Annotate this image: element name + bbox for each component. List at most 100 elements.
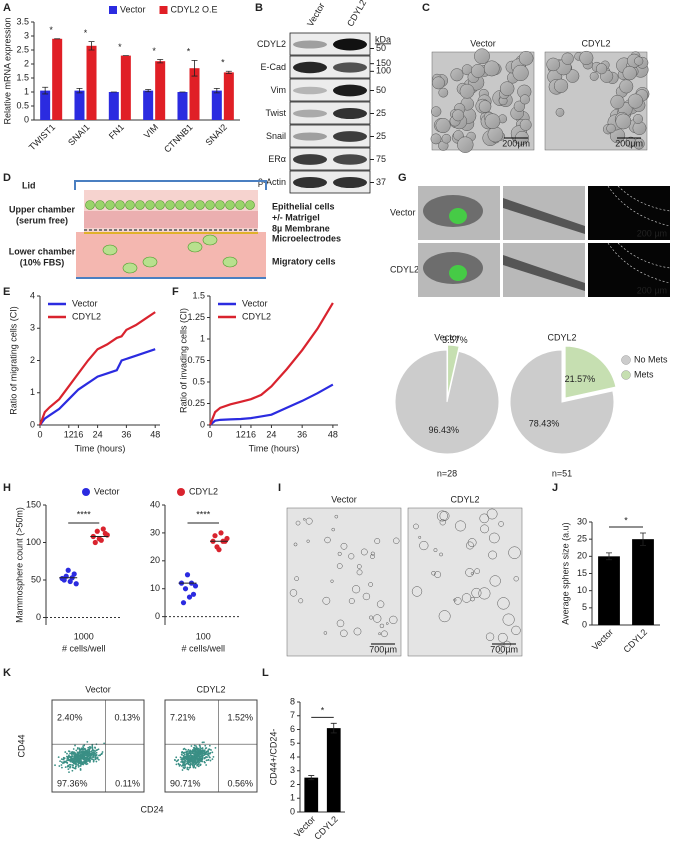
event-dot: [83, 753, 85, 755]
event-dot: [186, 766, 189, 769]
texture: [484, 113, 501, 130]
y-tick-label: 0.25: [187, 398, 205, 408]
fish-image: [588, 186, 670, 240]
event-dot: [199, 764, 202, 767]
error-bar: [88, 41, 95, 51]
event-dot: [84, 748, 87, 751]
event-dot: [82, 756, 85, 759]
outline: [607, 185, 671, 227]
pie-title: Vector: [434, 332, 460, 342]
x-tick-label: 12: [64, 429, 74, 439]
band: [333, 84, 367, 97]
tumor: [449, 265, 467, 281]
event-dot: [72, 759, 75, 762]
y-tick-label: 2: [24, 58, 29, 68]
event-dot: [90, 756, 92, 759]
quadrant-label: 2.40%: [57, 712, 83, 722]
event-dot: [91, 758, 93, 761]
y-axis-label: Average sphers size (a.u): [560, 522, 570, 624]
event-dot: [201, 756, 204, 759]
texture: [486, 508, 498, 520]
epithelial-cell: [225, 200, 235, 210]
texture: [519, 118, 532, 131]
event-dot: [173, 759, 176, 761]
texture: [546, 57, 560, 72]
image-label: CDYL2: [450, 494, 479, 504]
event-dot: [86, 740, 89, 743]
event-dot: [201, 741, 204, 744]
event-dot: [88, 759, 90, 762]
event-dot: [85, 759, 88, 762]
image-label: Vector: [331, 494, 357, 504]
event-dot: [79, 768, 82, 770]
event-dot: [186, 756, 188, 759]
event-dot: [201, 754, 203, 757]
event-dot: [68, 771, 70, 774]
epithelial-cell: [185, 200, 195, 210]
event-dot: [74, 752, 76, 755]
plot-frame: [164, 699, 258, 793]
event-dot: [184, 748, 187, 751]
band: [333, 107, 367, 120]
x-tick-label: 1000: [74, 631, 94, 641]
event-dot: [66, 761, 69, 764]
texture: [413, 523, 419, 530]
band: [293, 154, 327, 165]
event-dot: [175, 760, 178, 763]
event-dot: [183, 753, 186, 756]
event-dot: [184, 757, 186, 760]
bar: [52, 38, 63, 120]
event-dot: [187, 763, 190, 766]
significance: *: [84, 28, 88, 38]
event-dot: [197, 760, 200, 763]
plot-title: CDYL2: [196, 684, 225, 694]
texture: [434, 571, 442, 578]
error-bar: [76, 87, 83, 94]
event-dot: [179, 756, 182, 759]
pie-slice: [564, 345, 617, 399]
event-dot: [178, 764, 181, 767]
event-dot: [72, 764, 75, 767]
error-bar: [157, 59, 164, 64]
panel-letter: H: [3, 482, 11, 494]
value-label: 21.57%: [565, 374, 596, 384]
event-dot: [76, 747, 79, 750]
panel-letter: I: [278, 482, 281, 494]
event-dot: [67, 750, 70, 753]
migratory-cell: [187, 241, 203, 253]
texture: [619, 79, 634, 94]
legend-swatch: [621, 355, 631, 365]
value-label: 96.43%: [429, 425, 460, 435]
blot-row-label: Twist: [265, 108, 286, 118]
y-tick-label: 30: [577, 516, 587, 526]
y-tick-label: 1: [24, 86, 29, 96]
event-dot: [92, 755, 95, 757]
marker-label: 50: [376, 85, 386, 95]
y-tick-label: 0.5: [192, 376, 205, 386]
event-dot: [205, 751, 208, 753]
bar: [155, 61, 166, 120]
band: [293, 132, 327, 141]
event-dot: [205, 759, 208, 762]
series-line: [209, 383, 334, 426]
band: [333, 154, 367, 165]
y-tick-label: 10: [577, 585, 587, 595]
texture: [625, 136, 637, 148]
texture: [474, 48, 490, 65]
lane-label: Vector: [305, 1, 326, 28]
event-dot: [203, 741, 205, 744]
texture: [487, 126, 504, 143]
event-dot: [188, 750, 191, 753]
event-dot: [183, 767, 186, 770]
event-dot: [79, 764, 82, 767]
event-dot: [101, 751, 104, 753]
scale-label: 700µm: [490, 644, 518, 654]
event-dot: [82, 745, 84, 748]
texture: [393, 537, 400, 544]
legend-label: Vector: [242, 298, 268, 308]
unit-label: kDa: [375, 34, 391, 44]
lower-label: (10% FBS): [20, 257, 65, 267]
epithelial-cell: [205, 200, 215, 210]
event-dot: [198, 751, 201, 754]
event-dot: [191, 761, 194, 764]
